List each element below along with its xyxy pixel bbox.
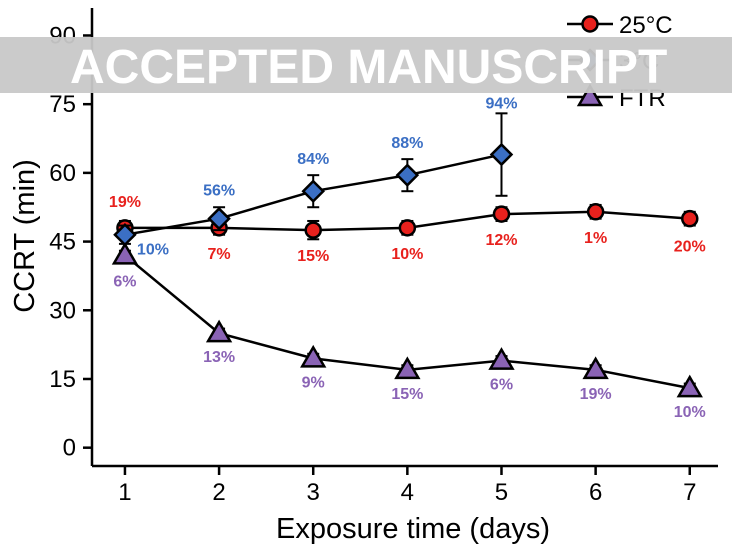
data-point — [300, 344, 327, 368]
series-diamond: 10% 56% 84% 88% 94% — [113, 96, 518, 259]
data-label: 84% — [297, 151, 329, 168]
data-label: 6% — [490, 377, 513, 394]
watermark: ACCEPTED MANUSCRIPT — [0, 37, 732, 94]
data-label: 13% — [203, 349, 235, 366]
legend-marker — [576, 83, 604, 107]
data-label: 10% — [137, 242, 169, 259]
data-point — [111, 241, 139, 265]
data-label: 19% — [580, 386, 612, 403]
data-label: 19% — [109, 194, 141, 211]
data-point — [205, 319, 233, 343]
data-point — [488, 347, 515, 370]
data-point — [395, 163, 420, 187]
y-tick-label: 30 — [49, 297, 76, 324]
legend-label: 25°C — [619, 12, 673, 39]
data-label: 15% — [297, 248, 329, 265]
data-point — [398, 219, 417, 237]
x-tick-label: 4 — [401, 479, 414, 506]
legend-item: 25°C — [567, 12, 673, 39]
x-tick-label: 5 — [495, 479, 508, 506]
data-point — [207, 206, 231, 231]
y-tick-label: 75 — [49, 91, 76, 118]
watermark-text: ACCEPTED MANUSCRIPT — [70, 41, 667, 94]
data-point — [113, 222, 137, 247]
x-tick-label: 6 — [589, 479, 602, 506]
x-tick-label: 7 — [683, 479, 696, 506]
x-tick-label: 3 — [307, 479, 320, 506]
data-point — [586, 203, 605, 221]
data-point — [304, 221, 322, 239]
data-label: 56% — [203, 183, 235, 200]
data-point — [394, 356, 421, 380]
data-point — [681, 209, 699, 228]
legend-marker — [581, 15, 599, 33]
data-label: 12% — [485, 232, 517, 249]
data-label: 9% — [302, 374, 325, 391]
data-label: 6% — [113, 273, 136, 290]
data-label: 94% — [485, 96, 517, 113]
data-label: 1% — [584, 230, 607, 247]
y-tick-label: 60 — [49, 160, 76, 187]
data-label: 7% — [208, 246, 231, 263]
series-triangle: 6% 13% 9% 15% 6% 19% 10% — [111, 241, 706, 421]
x-tick-label: 1 — [118, 479, 131, 506]
data-label: 10% — [674, 404, 706, 421]
data-point — [489, 142, 514, 167]
data-point — [301, 179, 325, 203]
watermark-band — [0, 37, 732, 93]
data-label: 15% — [391, 386, 423, 403]
x-tick-label: 2 — [212, 479, 225, 506]
data-label: 10% — [391, 246, 423, 263]
data-point — [582, 356, 609, 380]
series-circle: 19% 7% 15% 10% 12% 1% 20% — [109, 194, 706, 265]
series-area: 19%7% 15% 10%12% 1%20%6%13%9%15%6%19%10%10%… — [109, 96, 706, 422]
y-tick-label: 45 — [49, 229, 76, 256]
data-label: 88% — [391, 135, 423, 152]
x-axis-title: Exposure time (days) — [276, 513, 550, 545]
data-point — [676, 374, 703, 398]
y-axis-title: CCRT (min) — [9, 159, 41, 313]
data-point — [492, 205, 511, 223]
y-tick-label: 15 — [49, 366, 76, 393]
data-label: 20% — [674, 239, 706, 256]
y-tick-label: 0 — [63, 435, 76, 462]
